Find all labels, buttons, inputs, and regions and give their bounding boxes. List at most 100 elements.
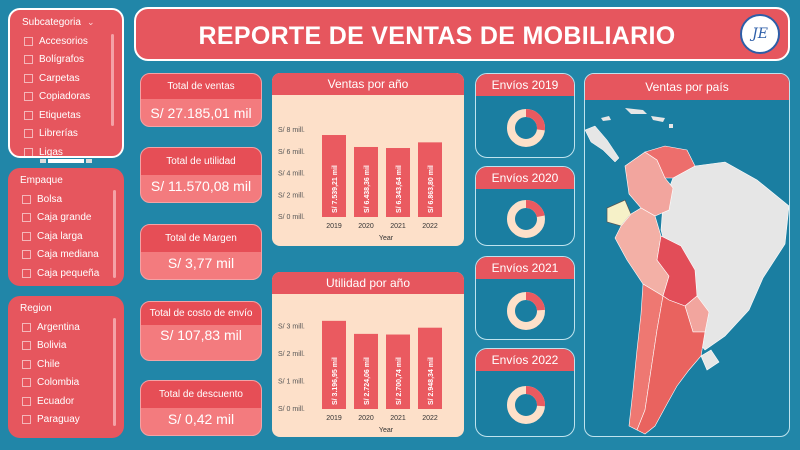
scrollbar[interactable]: [113, 318, 116, 426]
checkbox[interactable]: [22, 322, 31, 332]
slicer-subcategoria-list: Accesorios Bolígrafos Carpetas Copiadoras Et…: [10, 28, 122, 156]
checkbox[interactable]: [22, 359, 31, 369]
checkbox[interactable]: [22, 378, 31, 388]
slicer-subcategoria[interactable]: Subcategoria ⌄ Accesorios Bolígrafos Carpe…: [8, 8, 124, 158]
checkbox[interactable]: [24, 110, 33, 120]
donut-segment[interactable]: [507, 292, 545, 330]
scrollbar[interactable]: [113, 190, 116, 278]
slicer-option[interactable]: Copiadoras: [24, 88, 122, 107]
slicer-option[interactable]: Accesorios: [24, 32, 122, 51]
slicer-option[interactable]: Caja grande: [22, 209, 124, 228]
checkbox[interactable]: [22, 250, 31, 260]
map-caribbean-island: [625, 108, 647, 114]
chart-ventas-por-ano: Ventas por año S/ 0 mill. S/ 2 mill. S/ 4 …: [272, 73, 464, 246]
slicer-empaque-title: Empaque: [20, 175, 63, 186]
slicer-option[interactable]: Chile: [22, 355, 124, 374]
kpi-value: S/ 11.570,08 mil: [150, 178, 252, 194]
donut-segment[interactable]: [507, 200, 545, 238]
slicer-option[interactable]: Bolsa: [22, 190, 124, 209]
data-label: S/ 7.539,21 mil: [332, 165, 339, 213]
map-central-america: [585, 125, 620, 163]
kpi-total-costo-envio: Total de costo de envío S/ 107,83 mil: [140, 301, 262, 361]
logo-text: JE: [752, 26, 768, 42]
checkbox[interactable]: [22, 194, 31, 204]
scroll-left-icon[interactable]: [40, 159, 46, 163]
donut-segment[interactable]: [507, 109, 545, 147]
slicer-region-title: Region: [20, 303, 52, 314]
slicer-empaque[interactable]: Empaque Bolsa Caja grande Caja larga Caja m…: [8, 168, 124, 286]
bar[interactable]: [418, 142, 442, 217]
donut-chart: [507, 109, 545, 147]
map-caribbean-island: [601, 116, 611, 121]
checkbox[interactable]: [24, 73, 33, 83]
y-tick-label: S/ 2 mill.: [278, 351, 305, 358]
slicer-option-label: Accesorios: [39, 35, 88, 47]
slicer-option[interactable]: Bolígrafos: [24, 51, 122, 70]
slicer-option-label: Librerías: [39, 128, 78, 140]
checkbox[interactable]: [22, 415, 31, 425]
checkbox[interactable]: [22, 213, 31, 223]
report-header: REPORTE DE VENTAS DE MOBILIARIO JE: [134, 7, 790, 61]
checkbox[interactable]: [22, 268, 31, 278]
x-tick-label: 2021: [390, 223, 406, 230]
south-america-map[interactable]: [585, 100, 790, 437]
slicer-region-list: Argentina Bolivia Chile Colombia Ecuador Para…: [8, 314, 124, 429]
bar[interactable]: [386, 334, 410, 409]
slicer-option[interactable]: Argentina: [22, 318, 124, 337]
slicer-option[interactable]: Caja pequeña: [22, 264, 124, 283]
checkbox[interactable]: [24, 129, 33, 139]
checkbox[interactable]: [24, 36, 33, 46]
slicer-option[interactable]: Etiquetas: [24, 106, 122, 125]
kpi-value: S/ 107,83 mil: [160, 327, 242, 343]
checkbox[interactable]: [24, 92, 33, 102]
checkbox[interactable]: [22, 231, 31, 241]
slicer-option[interactable]: Carpetas: [24, 69, 122, 88]
kpi-value: S/ 3,77 mil: [167, 255, 235, 271]
slicer-option[interactable]: Bolivia: [22, 337, 124, 356]
scrollbar[interactable]: [111, 34, 114, 126]
slicer-option-label: Colombia: [37, 377, 80, 389]
slicer-option-label: Ecuador: [37, 395, 75, 407]
slicer-option[interactable]: Paraguay: [22, 411, 124, 430]
slicer-option-label: Caja grande: [37, 212, 92, 224]
checkbox[interactable]: [22, 341, 31, 351]
slicer-option-label: Paraguay: [37, 414, 80, 426]
chevron-down-icon[interactable]: ⌄: [86, 17, 95, 27]
slicer-option[interactable]: Caja mediana: [22, 246, 124, 265]
slicer-subcategoria-hscroll[interactable]: [48, 159, 84, 163]
bar[interactable]: [418, 327, 442, 409]
kpi-label: Total de utilidad: [141, 148, 261, 175]
card-envios-2019: Envíos 2019: [475, 73, 575, 158]
scroll-right-icon[interactable]: [86, 159, 92, 163]
donut-segment[interactable]: [507, 386, 545, 424]
checkbox[interactable]: [24, 147, 33, 156]
checkbox[interactable]: [22, 396, 31, 406]
envios-title: Envíos 2022: [476, 349, 574, 371]
slicer-option[interactable]: Librerías: [24, 125, 122, 144]
x-tick-label: 2022: [422, 223, 438, 230]
map-argentina: [636, 295, 706, 435]
slicer-empaque-list: Bolsa Caja grande Caja larga Caja mediana Ca…: [8, 186, 124, 283]
slicer-option-label: Caja mediana: [37, 249, 99, 261]
y-tick-label: S/ 3 mill.: [278, 323, 305, 330]
x-tick-label: 2020: [358, 415, 374, 422]
bar[interactable]: [386, 148, 410, 217]
bar[interactable]: [322, 135, 346, 217]
envios-title: Envíos 2020: [476, 167, 574, 189]
slicer-option[interactable]: Ecuador: [22, 392, 124, 411]
bar[interactable]: [354, 333, 378, 409]
slicer-option[interactable]: Colombia: [22, 374, 124, 393]
bar[interactable]: [354, 146, 378, 217]
card-envios-2022: Envíos 2022: [475, 348, 575, 437]
data-label: S/ 2.724,06 mil: [364, 357, 371, 405]
slicer-option[interactable]: Caja larga: [22, 227, 124, 246]
bar[interactable]: [322, 320, 346, 409]
slicer-option-label: Copiadoras: [39, 91, 91, 103]
slicer-region[interactable]: Region Argentina Bolivia Chile Colombia Ecua…: [8, 296, 124, 438]
kpi-value: S/ 27.185,01 mil: [150, 105, 252, 121]
x-tick-label: 2020: [358, 223, 374, 230]
kpi-label: Total de Margen: [141, 225, 261, 252]
slicer-option[interactable]: Ligas: [24, 143, 122, 156]
x-axis-label: Year: [379, 235, 394, 242]
checkbox[interactable]: [24, 55, 33, 65]
